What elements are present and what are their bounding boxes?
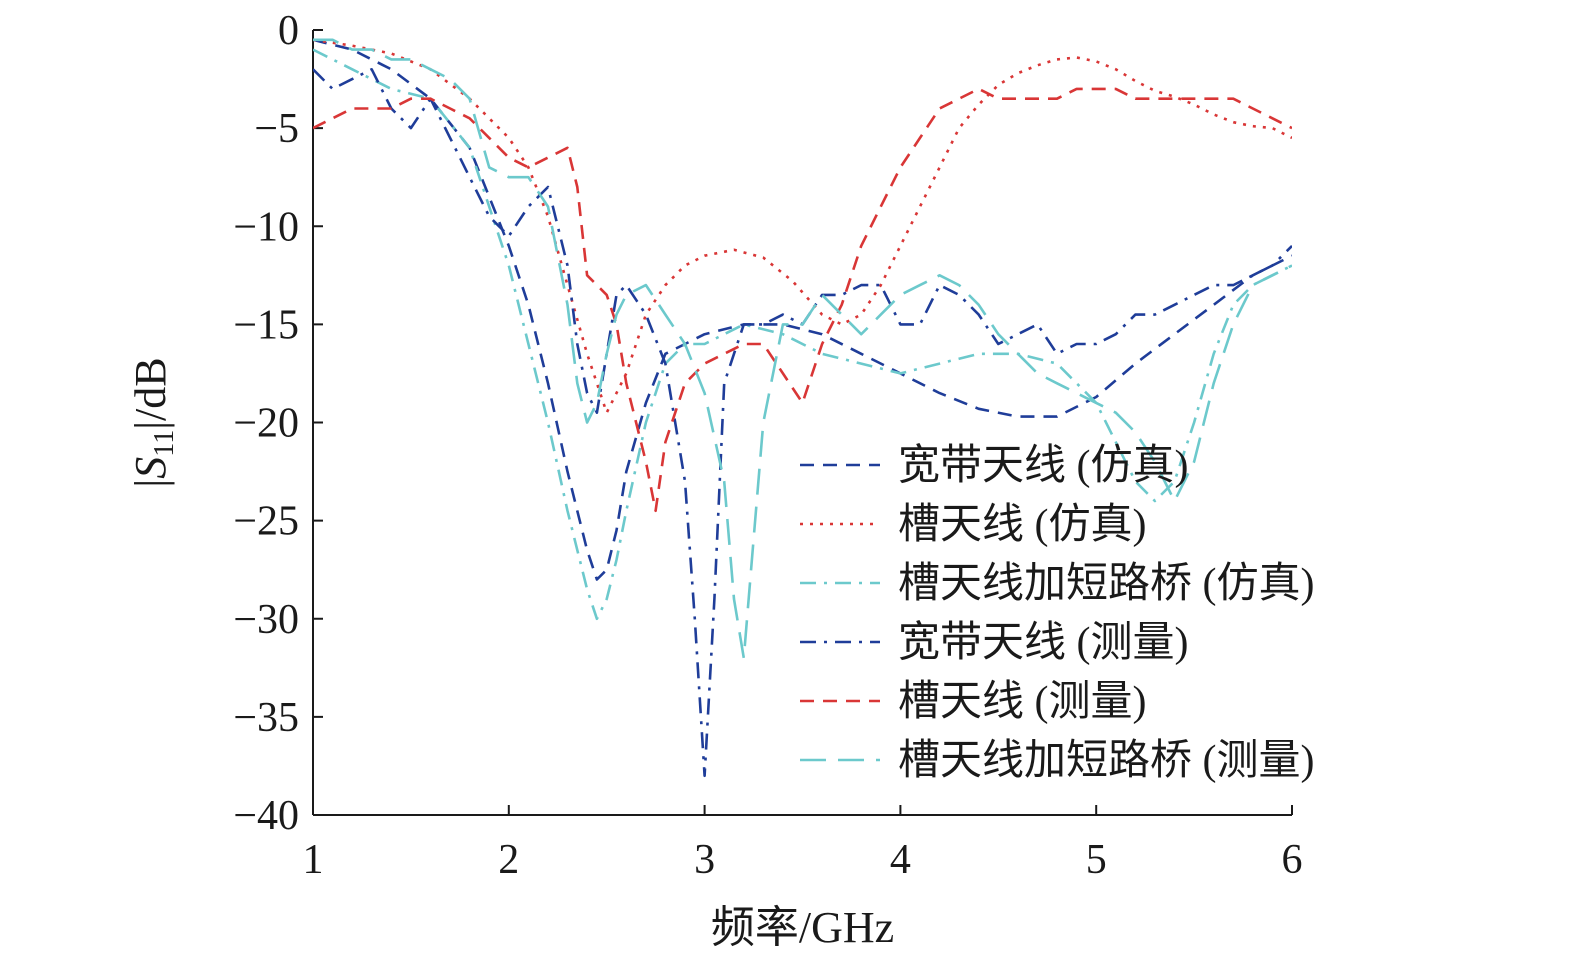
y-tick-label: 0 [278,8,299,54]
series-layer [313,38,1292,778]
series-line-6 [313,38,1292,660]
y-tick-label: −30 [233,597,299,643]
legend-label-6: 槽天线加短路桥 (测量) [898,738,1314,784]
y-tick-label: −5 [254,106,299,152]
series-line-2 [313,38,1292,414]
y-tick-label: −20 [233,401,299,447]
series-line-3 [313,48,1292,621]
x-tick-label: 5 [1086,837,1107,883]
x-tick-label: 3 [694,837,715,883]
y-tick-label: −10 [233,204,299,250]
y-axis-label: |S11|/dB [126,357,180,487]
legend-label-4: 宽带天线 (测量) [898,619,1188,666]
series-line-1 [313,38,1292,581]
legend-label-3: 槽天线加短路桥 (仿真) [898,561,1314,607]
legend: 宽带天线 (仿真) 槽天线 (仿真) 槽天线加短路桥 (仿真) 宽带天线 (测量) 槽天… [800,442,1314,784]
y-tick-label: −35 [233,695,299,741]
x-tick-label: 1 [303,837,324,883]
y-tick-label: −15 [233,302,299,348]
series-line-5 [313,87,1292,513]
series-line-4 [313,68,1292,778]
axes: 0 −5 −10 −15 −20 −25 −30 −35 −401 2 3 4 5 6 [233,8,1302,883]
x-tick-label: 4 [890,837,911,883]
legend-label-1: 宽带天线 (仿真) [898,442,1188,489]
x-axis-label: 频率/GHz [711,903,894,952]
x-tick-label: 6 [1282,837,1303,883]
x-tick-label: 2 [498,837,519,883]
y-tick-label: −25 [233,499,299,545]
legend-label-2: 槽天线 (仿真) [898,502,1146,548]
y-axis-label-text: |S11|/dB [126,357,180,487]
legend-label-5: 槽天线 (测量) [898,679,1146,725]
y-tick-label: −40 [233,793,299,839]
